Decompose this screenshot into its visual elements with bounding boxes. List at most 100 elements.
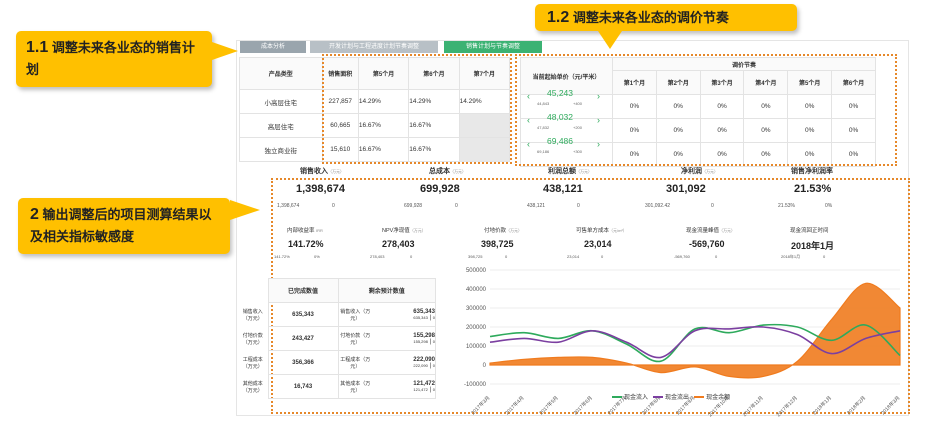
chevron-left-icon[interactable]: ‹ xyxy=(527,115,530,125)
kpi-sub: 0 xyxy=(715,254,718,259)
kpi-sub: 0 xyxy=(823,254,826,259)
header-month: 第4个月 xyxy=(743,70,789,95)
kpi-sub: 0 xyxy=(505,254,508,259)
series-line-cash-in xyxy=(489,323,901,363)
price-value: 45,243 xyxy=(547,88,573,98)
row-pct-input[interactable]: 16.67% xyxy=(408,113,460,138)
adjust-pct[interactable]: 0% xyxy=(655,118,701,143)
row-label: 工程成本（万元） xyxy=(337,350,372,375)
price-stepper[interactable]: ‹ 48,032 › 47,832 +200 xyxy=(523,112,611,134)
legend-item[interactable]: 现金流出 xyxy=(653,395,689,401)
remain-cell: 155,298 155,298 | 0 xyxy=(372,326,436,351)
kpi-value: 21.53% xyxy=(794,183,832,195)
chevron-right-icon[interactable]: › xyxy=(597,91,600,101)
remain-sub: 0 xyxy=(432,338,435,344)
adjust-pct[interactable]: 0% xyxy=(655,142,701,167)
done-value: 356,366 xyxy=(267,350,339,375)
remain-sub: 0 xyxy=(432,386,435,392)
done-value: 16,743 xyxy=(267,374,339,399)
row-pct-input[interactable]: 16.67% xyxy=(357,113,410,138)
x-tick-label: 2017年3月 xyxy=(470,394,492,416)
row-type: 独立商业街 xyxy=(239,137,323,162)
remain-sub: 121,472 xyxy=(413,386,428,392)
header-start-price: 当前起始单价（元/平米） xyxy=(520,57,613,95)
kpi-sub: 438,121 xyxy=(527,203,546,209)
kpi-sub: -569,760 xyxy=(674,254,690,259)
kpi-sub: 23,014 xyxy=(567,254,580,259)
chart-legend: 现金流入 现金流出 现金余额 xyxy=(612,392,730,401)
kpi-sub: 0 xyxy=(711,203,714,209)
chevron-left-icon[interactable]: ‹ xyxy=(527,139,530,149)
adjust-pct[interactable]: 0% xyxy=(699,142,745,167)
row-pct-input[interactable]: 16.67% xyxy=(408,137,460,162)
y-tick-label: 200000 xyxy=(466,325,487,331)
adjust-pct[interactable]: 0% xyxy=(831,142,876,167)
remain-sub: 155,298 xyxy=(413,338,428,344)
price-low: 44,843 xyxy=(537,101,550,106)
series-line-cash-out xyxy=(489,325,901,359)
kpi-sub: 2018年1月 xyxy=(781,254,801,259)
row-label: 销售收入（万元） xyxy=(337,302,372,327)
kpi-sub: 301,092.42 xyxy=(645,203,671,209)
price-stepper[interactable]: ‹ 45,243 › 44,843 +400 xyxy=(523,88,611,110)
legend-item[interactable]: 现金余额 xyxy=(694,395,730,401)
x-tick-label: 2018年1月 xyxy=(811,394,833,416)
remain-cell: 635,343 635,343 | 0 xyxy=(372,302,436,327)
kpi-sub: 0% xyxy=(825,203,833,209)
kpi-value: 1,398,674 xyxy=(296,183,345,195)
row-type: 小高层住宅 xyxy=(239,89,323,114)
remain-sub: 635,343 xyxy=(413,314,428,320)
remain-value: 121,472 xyxy=(413,380,435,387)
row-pct-disabled xyxy=(458,113,511,138)
row-area: 60,665 xyxy=(321,113,359,138)
row-pct-disabled xyxy=(458,137,511,162)
kpi-value: 301,092 xyxy=(666,183,706,195)
chevron-right-icon[interactable]: › xyxy=(597,139,600,149)
tab-dev-plan[interactable]: 开发计划与工程进度计划节奏调整 xyxy=(310,41,438,53)
cashflow-chart: 500000 400000 300000 200000 100000 0 -100000 20… xyxy=(464,268,902,418)
price-stepper[interactable]: ‹ 69,486 › 69,186 +300 xyxy=(523,136,611,158)
tab-sales-plan[interactable]: 销售计划与节奏调整 xyxy=(444,41,542,53)
legend-item[interactable]: 现金流入 xyxy=(612,395,648,401)
chevron-right-icon[interactable]: › xyxy=(597,115,600,125)
kpi-value: 699,928 xyxy=(420,183,460,195)
price-value: 69,486 xyxy=(547,136,573,146)
kpi-title: 可售单方成本（元/m²） xyxy=(576,228,627,234)
done-value: 635,343 xyxy=(267,302,339,327)
kpi-sub: 141.72% xyxy=(274,254,290,259)
row-pct-input[interactable]: 14.29% xyxy=(357,89,410,114)
kpi-sub: 278,403 xyxy=(370,254,385,259)
kpi-sub: 398,725 xyxy=(468,254,483,259)
remain-sub: 0 xyxy=(432,362,435,368)
price-adjust-table: 当前起始单价（元/平米） 调价节奏 第1个月 第2个月 第3个月 第4个月 第5… xyxy=(520,57,876,167)
kpi-title: 内部收益率 IRR xyxy=(287,228,323,234)
tab-cost-analysis[interactable]: 成本分析 xyxy=(240,41,306,53)
kpi-value: 23,014 xyxy=(584,239,612,249)
header-month-5: 第5个月 xyxy=(357,57,410,90)
kpi-value: -569,760 xyxy=(689,239,725,249)
row-pct-input[interactable]: 14.29% xyxy=(458,89,511,114)
summary-table: 已完成数值 剩余预计数值 销售收入（万元） 635,343 销售收入（万元） 6… xyxy=(238,278,436,399)
highlight-sales-plan xyxy=(322,54,512,164)
adjust-pct[interactable]: 0% xyxy=(787,94,833,119)
x-tick-label: 2018年3月 xyxy=(880,394,902,416)
chevron-left-icon[interactable]: ‹ xyxy=(527,91,530,101)
header-remaining: 剩余预计数值 xyxy=(337,278,436,303)
kpi-title: 利润总额（万元） xyxy=(548,168,592,175)
price-step: +200 xyxy=(573,125,583,130)
kpi-title: 销售收入（万元） xyxy=(300,168,344,175)
callout-sales-plan: 1.1 调整未来各业态的销售计划 xyxy=(16,31,212,87)
remain-cell: 121,472 121,472 | 0 xyxy=(372,374,436,399)
y-tick-label: 0 xyxy=(483,363,487,369)
price-step: +300 xyxy=(573,149,583,154)
row-label: 其他成本（万元） xyxy=(242,380,263,394)
kpi-sub: 0 xyxy=(601,254,604,259)
kpi-sub: 0 xyxy=(455,203,458,209)
row-pct-input[interactable]: 16.67% xyxy=(357,137,410,162)
y-tick-label: 400000 xyxy=(466,287,487,293)
row-type: 高层住宅 xyxy=(239,113,323,138)
kpi-sub: 21.53% xyxy=(778,203,795,209)
adjust-pct[interactable]: 0% xyxy=(787,142,833,167)
remain-value: 222,090 xyxy=(413,356,435,363)
remain-value: 635,343 xyxy=(413,308,435,315)
